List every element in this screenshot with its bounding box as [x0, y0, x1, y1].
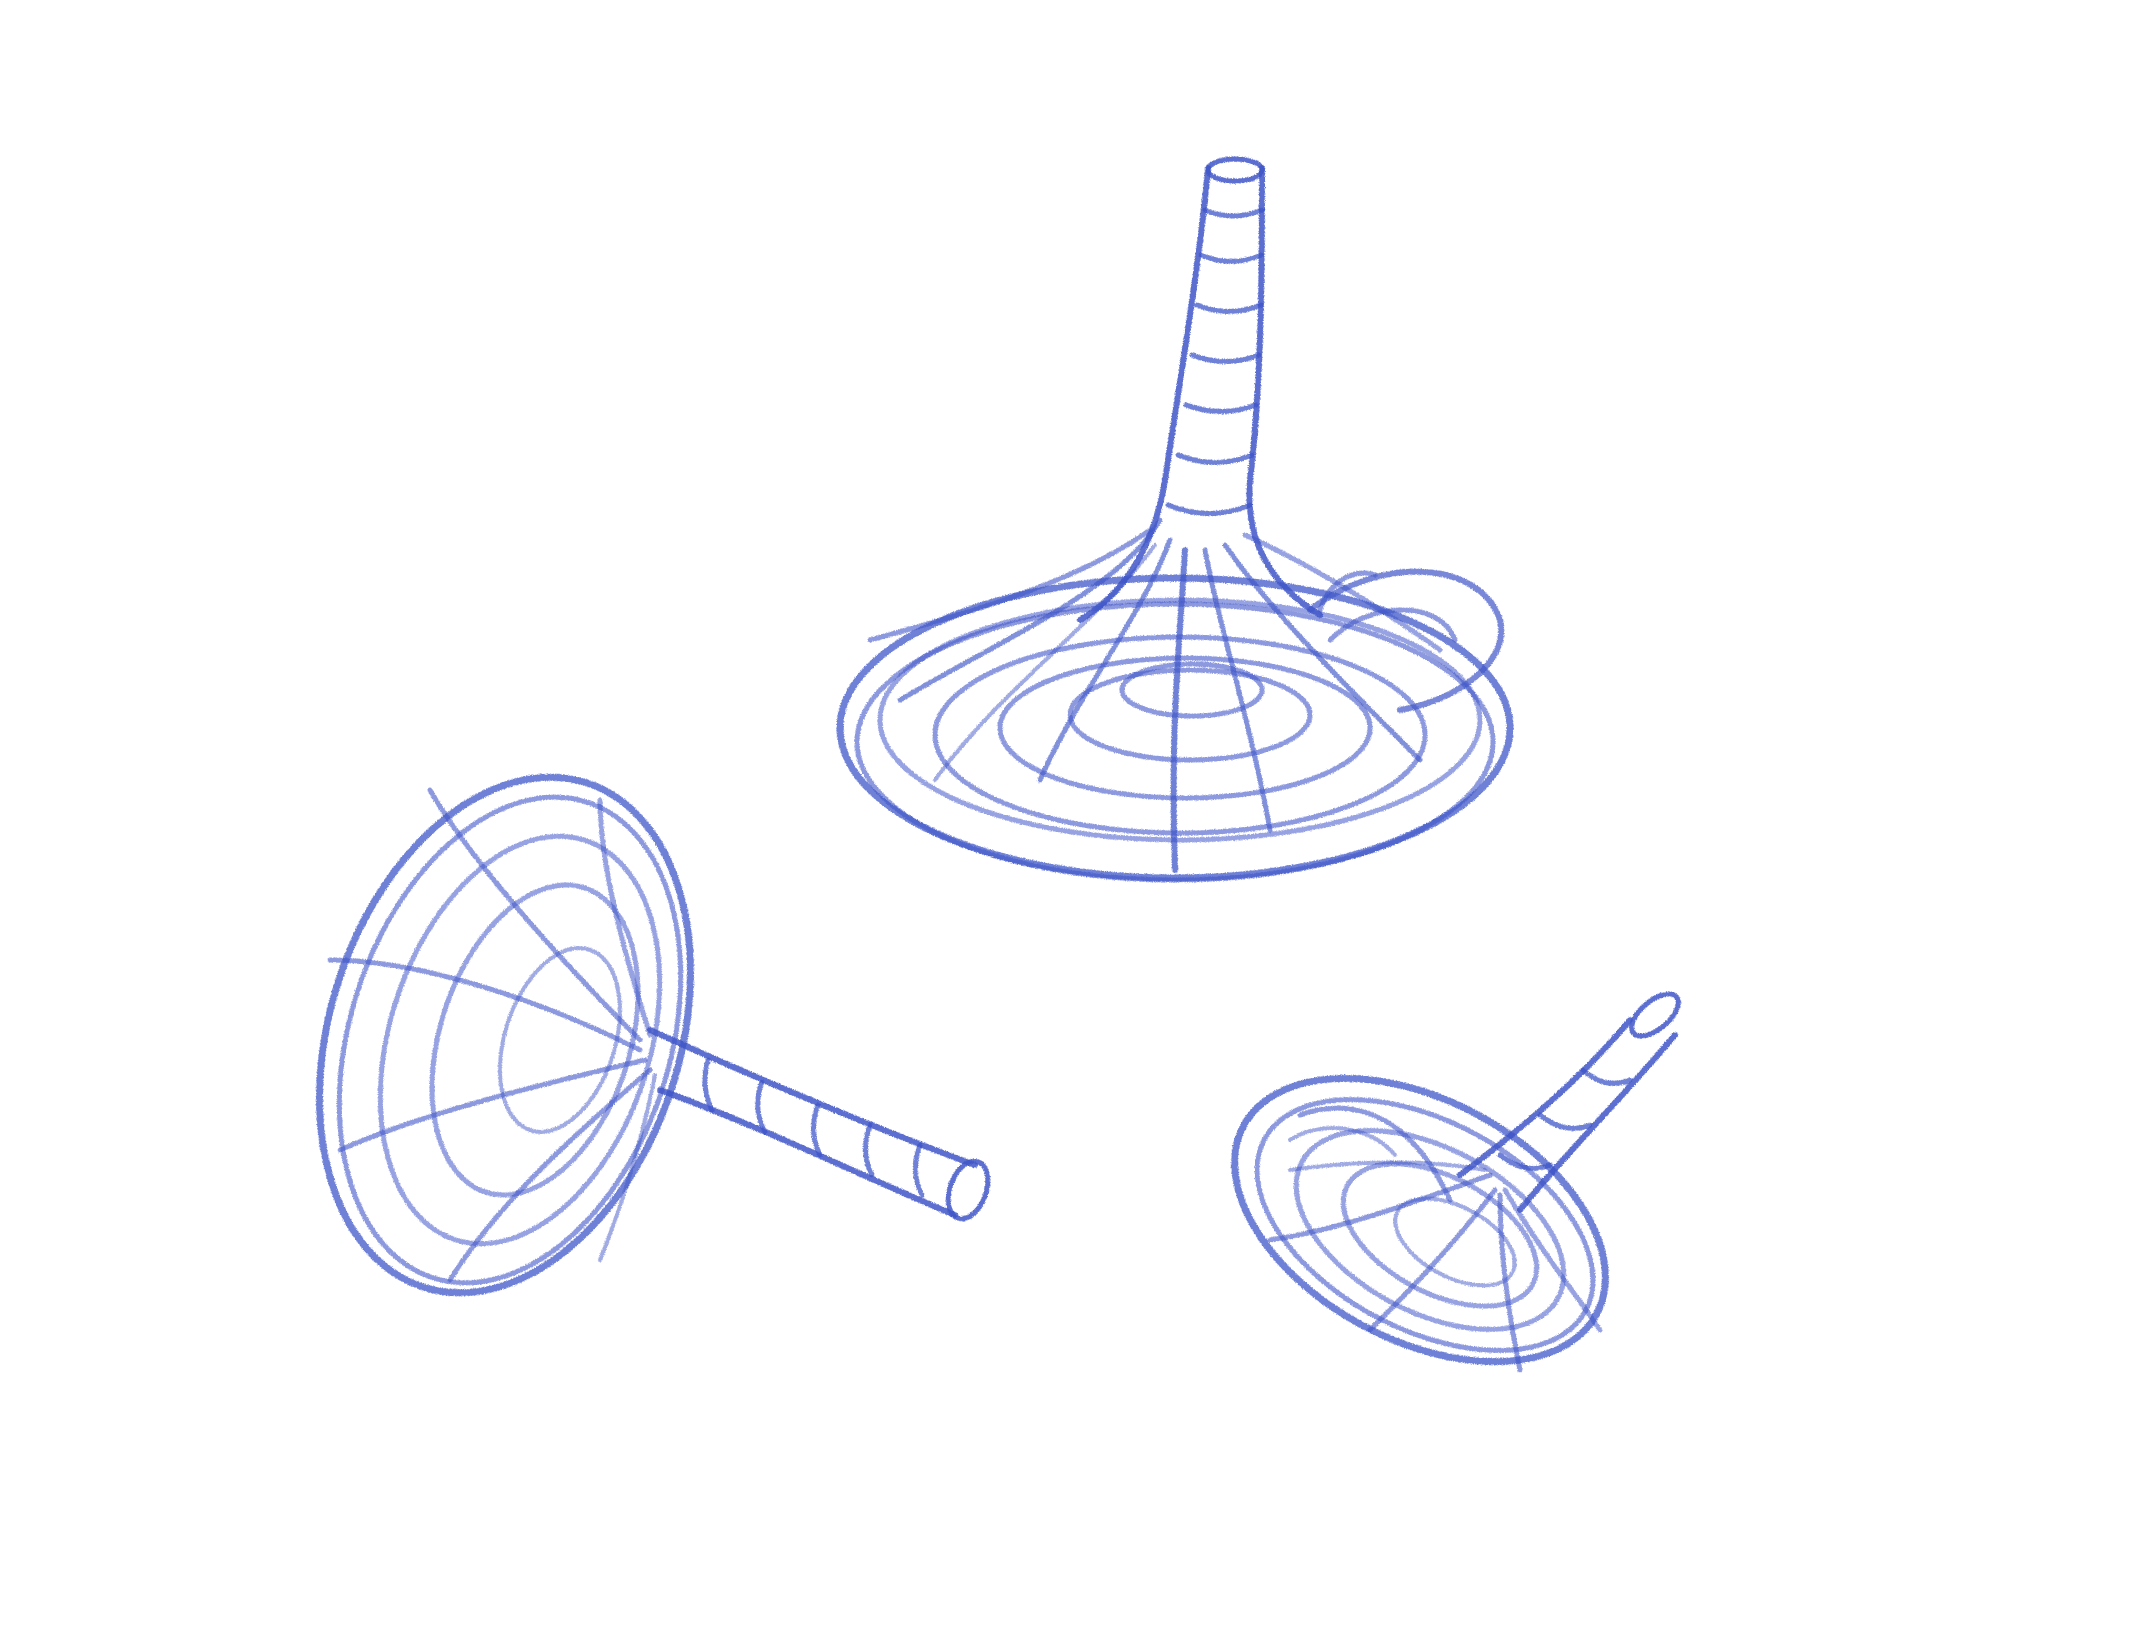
small-right-trumpet-sketch — [1231, 991, 1681, 1373]
tilted-left-trumpet-sketch — [316, 773, 991, 1297]
upright-trumpet-sketch — [836, 156, 1514, 883]
